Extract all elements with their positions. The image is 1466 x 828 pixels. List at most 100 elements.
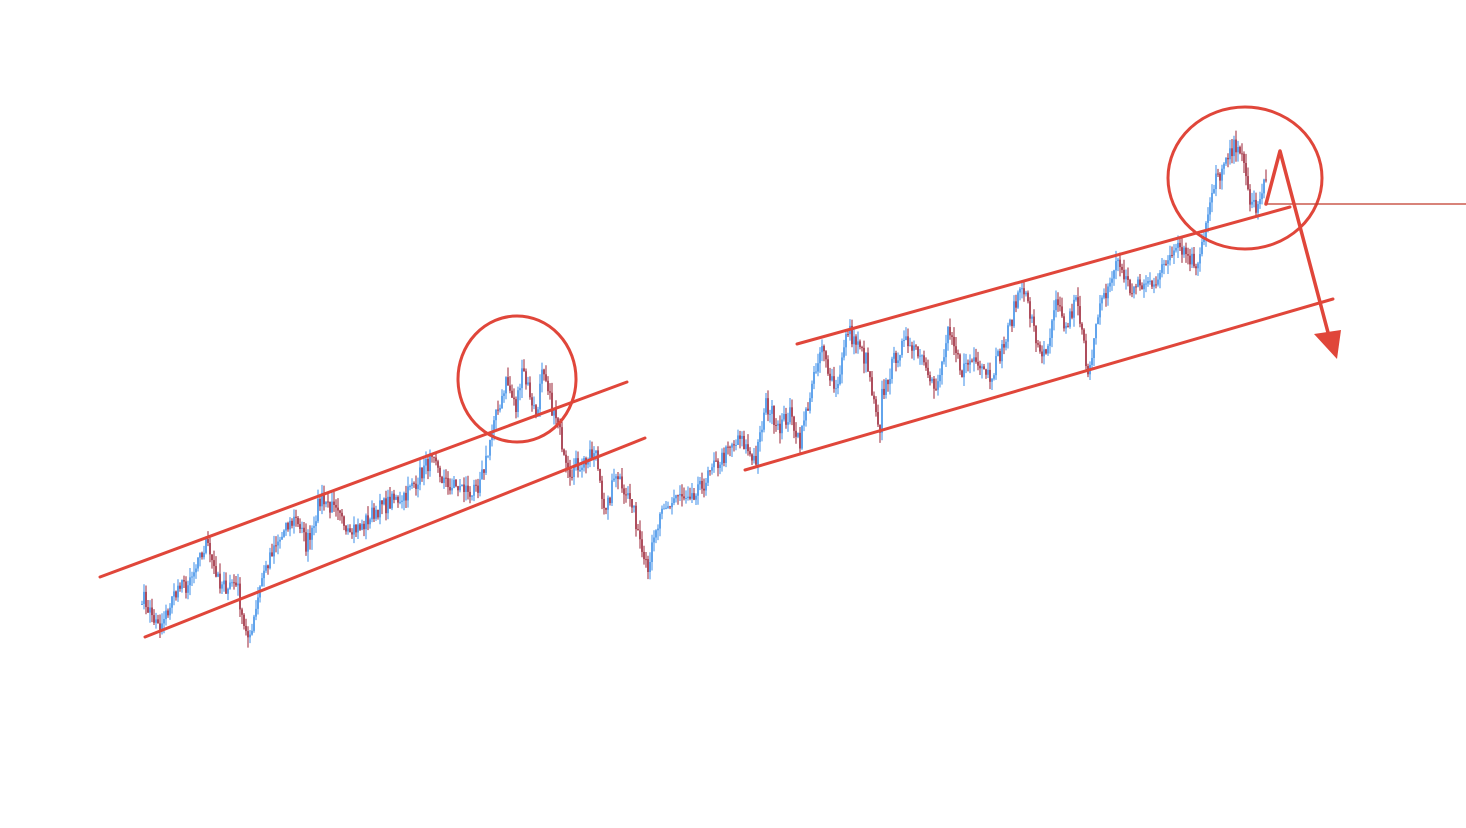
candle — [567, 455, 569, 478]
candle-body — [965, 362, 967, 364]
candle-body — [377, 509, 379, 518]
candle-body — [413, 482, 415, 484]
candle-body — [707, 470, 709, 483]
candle-body — [357, 524, 359, 533]
channel-1-lower-line[interactable] — [143, 436, 647, 639]
candle — [365, 513, 367, 540]
candle — [281, 531, 283, 540]
candle — [339, 509, 341, 521]
candle — [555, 400, 557, 425]
candle — [405, 485, 407, 508]
channel-2-upper-line[interactable] — [795, 205, 1292, 346]
candle — [887, 379, 889, 392]
candle — [1059, 296, 1061, 312]
candle — [307, 529, 309, 562]
candle — [271, 543, 273, 557]
channel-1-upper-line[interactable] — [98, 380, 629, 579]
channel-2-lower-line[interactable] — [743, 297, 1335, 472]
candle — [825, 350, 827, 368]
candle-body — [553, 408, 555, 416]
candle-body — [1067, 325, 1069, 327]
candle — [499, 404, 501, 413]
candle-body — [337, 507, 339, 511]
candle — [449, 478, 451, 495]
candle-body — [393, 493, 395, 500]
candle-body — [907, 336, 909, 347]
candle-body — [243, 614, 245, 626]
candle — [715, 451, 717, 462]
candle-body — [281, 536, 283, 540]
candle-body — [1229, 148, 1231, 160]
candle — [275, 536, 277, 553]
candle-body — [867, 352, 869, 372]
candle-body — [1057, 299, 1059, 306]
candle-body — [755, 455, 757, 465]
candle-body — [1083, 329, 1085, 341]
candle — [451, 478, 453, 495]
candle — [817, 353, 819, 377]
candle-body — [1039, 344, 1041, 352]
candle — [289, 517, 291, 537]
candle-body — [591, 449, 593, 459]
candle-body — [283, 530, 285, 537]
candle-body — [1123, 269, 1125, 280]
candle-body — [619, 476, 621, 480]
candle-body — [833, 376, 835, 389]
candle-body — [191, 576, 193, 578]
candle-body — [539, 383, 541, 410]
candle — [529, 376, 531, 400]
candle-body — [477, 485, 479, 493]
candle-body — [1177, 242, 1179, 248]
candle — [1205, 221, 1207, 247]
candle — [1231, 138, 1233, 164]
candle-body — [429, 453, 431, 472]
candle-body — [669, 506, 671, 508]
candle — [185, 576, 187, 599]
candle-body — [433, 456, 435, 458]
candle-body — [881, 388, 883, 433]
candle — [947, 325, 949, 351]
candle — [741, 431, 743, 447]
candle-body — [639, 530, 641, 540]
candle — [821, 339, 823, 362]
candle — [1029, 297, 1031, 328]
candle — [967, 359, 969, 372]
candle-body — [1115, 261, 1117, 271]
candle-body — [1117, 259, 1119, 262]
candle — [1227, 153, 1229, 168]
candle — [757, 439, 759, 474]
candle — [893, 346, 895, 363]
candle — [667, 501, 669, 509]
candle — [853, 327, 855, 355]
candle — [1061, 297, 1063, 318]
candle — [617, 471, 619, 490]
candle-body — [165, 610, 167, 620]
candle-body — [535, 405, 537, 417]
candle-body — [293, 516, 295, 526]
candle — [489, 439, 491, 461]
candle-body — [301, 527, 303, 529]
candle-body — [819, 352, 821, 364]
candle — [793, 415, 795, 439]
candle — [811, 380, 813, 402]
candle-body — [525, 371, 527, 385]
candle — [653, 530, 655, 552]
candle — [1001, 340, 1003, 369]
candle-body — [1107, 286, 1109, 299]
candle — [379, 493, 381, 525]
candle — [897, 352, 899, 368]
candle — [313, 516, 315, 536]
candle-body — [1223, 163, 1225, 169]
candle — [869, 371, 871, 382]
candle-body — [771, 405, 773, 414]
candle-body — [719, 464, 721, 469]
projection-arrow-path[interactable] — [1264, 149, 1332, 342]
candle-body — [1127, 276, 1129, 280]
candle — [785, 407, 787, 429]
candle — [981, 363, 983, 379]
candle-body — [943, 357, 945, 362]
highlight-circle-1[interactable] — [456, 314, 578, 444]
candle — [233, 574, 235, 590]
candle-body — [141, 603, 143, 605]
highlight-circle-2[interactable] — [1166, 105, 1324, 251]
